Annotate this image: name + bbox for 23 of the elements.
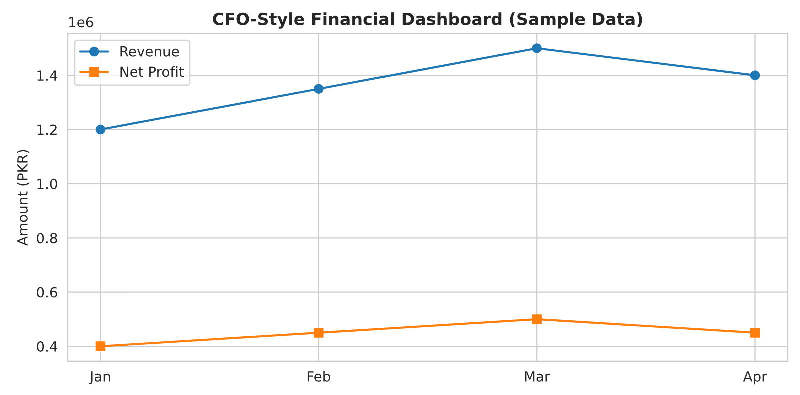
y-tick-label: 0.6: [37, 287, 58, 298]
point: [314, 328, 324, 338]
chart-title: CFO-Style Financial Dashboard (Sample Data): [213, 12, 642, 29]
y-tick-label: 1.0: [38, 178, 58, 190]
y-tick-label: 0.4: [37, 341, 58, 352]
y-tick-label: 1.2: [38, 124, 57, 136]
point: [532, 44, 542, 54]
point: [96, 124, 106, 135]
point: [314, 84, 324, 94]
y-axis-title: Amount (PKR): [17, 150, 30, 246]
y-tick-label: 1.4: [38, 70, 58, 81]
point: [532, 314, 542, 324]
x-tick-label: Feb: [308, 371, 330, 382]
x-tick-label: Mar: [525, 372, 550, 382]
legend-label: Revenue: [120, 46, 180, 57]
y-tick-label: 0.8: [37, 233, 58, 244]
x-tick-label: Jan: [89, 372, 110, 384]
text: 1e6: [70, 17, 94, 28]
point: [96, 342, 106, 352]
point: [750, 328, 760, 338]
x-tick-label: Apr: [743, 372, 768, 385]
point: [750, 70, 760, 80]
legend-label: Net Profit: [120, 66, 184, 78]
